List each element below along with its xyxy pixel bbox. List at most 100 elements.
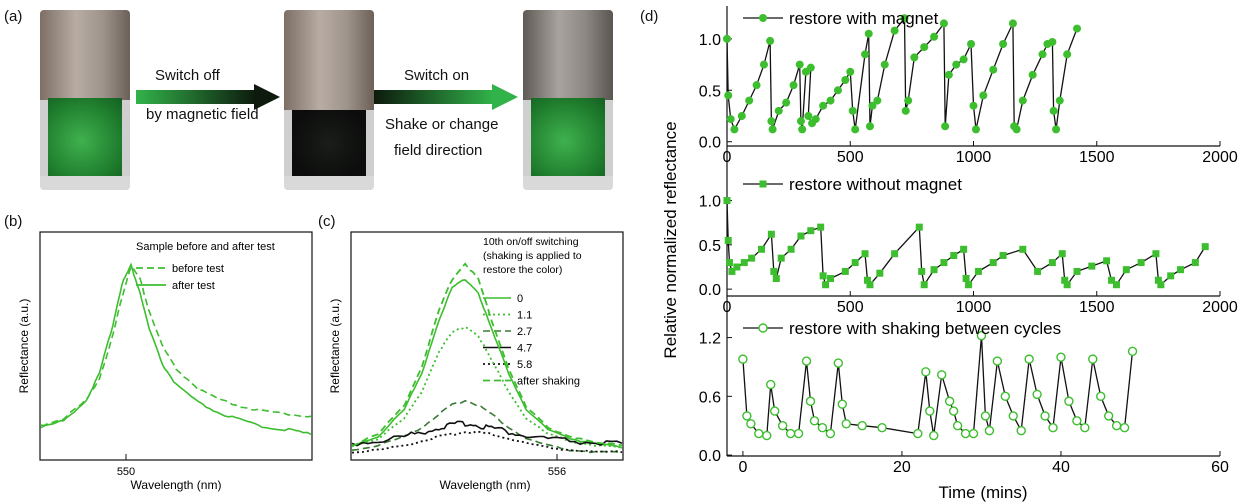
d-bot-point-7 <box>777 421 788 431</box>
d-top-point-60 <box>1048 37 1057 46</box>
d-top-point-14 <box>795 60 804 69</box>
d-mid-point-50 <box>1137 259 1145 267</box>
chart-c-xlabel: Wavelength (nm) <box>440 478 531 492</box>
d-bot-point-49 <box>1119 422 1130 433</box>
d-bot-point-12 <box>809 416 820 426</box>
chart-c-legend-3: 4.7 <box>517 343 532 355</box>
d-top-point-58 <box>1038 50 1047 59</box>
chart-b-frame <box>39 231 313 461</box>
d-mid-point-53 <box>1157 281 1165 289</box>
d-top-point-35 <box>890 26 899 35</box>
d-bot-point-9 <box>793 428 804 439</box>
d-top-point-38 <box>904 96 913 105</box>
d-top-point-23 <box>826 96 835 105</box>
d-mid-point-23 <box>866 281 874 289</box>
d-top-point-47 <box>967 40 976 48</box>
d-mid-series-line <box>726 200 1206 287</box>
d-top-point-43 <box>941 122 950 131</box>
d-bot-point-10 <box>801 356 812 366</box>
d-mid-point-48 <box>1112 281 1120 289</box>
chart-b-legend-title: Sample before and after test <box>136 241 275 253</box>
cuvette-photo-green-restored <box>523 10 613 190</box>
d-mid-xtick-4: 2000 <box>1202 299 1238 316</box>
d-mid-point-44 <box>1073 267 1081 275</box>
d-top-point-61 <box>1049 106 1058 115</box>
d-top-point-21 <box>811 115 820 124</box>
d-mid-point-30 <box>940 259 948 267</box>
arrow1-label-line1: Switch off <box>155 67 220 84</box>
d-bot-point-21 <box>921 367 931 377</box>
d-mid-point-8 <box>767 230 775 238</box>
d-top-point-44 <box>944 70 953 79</box>
chart-c-series-1 <box>351 325 623 449</box>
d-mid-point-57 <box>1201 243 1209 251</box>
arrow2-label-line2: Shake or change <box>385 116 499 133</box>
d-top-point-27 <box>848 106 857 115</box>
d-bot-point-32 <box>984 425 995 436</box>
d-mid-point-33 <box>962 275 970 283</box>
d-mid-point-47 <box>1108 276 1116 284</box>
d-bot-point-24 <box>936 370 947 380</box>
d-mid-point-37 <box>999 251 1007 259</box>
panel-label-d: (d) <box>640 8 659 25</box>
d-mid-point-6 <box>748 254 756 262</box>
d-top-xtick-3: 1500 <box>1079 149 1115 166</box>
arrow1-label-line2: by magnetic field <box>146 106 259 123</box>
d-top-point-56 <box>1018 96 1027 105</box>
d-mid-point-40 <box>1048 259 1056 267</box>
chart-d: Relative normalized reflectance Time (mi… <box>661 6 1238 502</box>
panel-label-b: (b) <box>4 213 23 230</box>
d-top-point-33 <box>873 96 882 105</box>
d-top-legend-label: restore with magnet <box>789 9 939 28</box>
d-bot-point-35 <box>1008 411 1018 421</box>
d-top-point-31 <box>865 122 874 131</box>
d-bot-point-5 <box>766 379 776 390</box>
chart-c-legend-2: 2.7 <box>517 326 532 338</box>
d-top-point-10 <box>768 125 777 134</box>
chart-b-xtick-label: 550 <box>117 466 135 478</box>
d-bot-point-0 <box>738 354 748 364</box>
d-top-point-55 <box>1012 125 1021 134</box>
d-top-point-0 <box>723 34 731 43</box>
d-mid-point-54 <box>1167 272 1175 280</box>
d-mid-legend-label: restore without magnet <box>789 175 962 194</box>
d-bot-point-47 <box>1103 411 1114 421</box>
chart-c-series-0 <box>351 279 623 449</box>
d-bot-point-6 <box>770 406 780 416</box>
d-top-point-49 <box>971 125 980 134</box>
d-mid-point-31 <box>950 251 958 259</box>
d-bot-point-22 <box>925 406 935 416</box>
d-bot-ytick-1: 0.6 <box>699 389 721 406</box>
d-bot-point-16 <box>837 399 847 409</box>
chart-c-ylabel: Reflectance (a.u.) <box>328 299 342 394</box>
d-top-point-32 <box>868 101 877 110</box>
d-top-point-57 <box>1028 70 1037 79</box>
d-bot-point-46 <box>1096 391 1106 402</box>
chart-c-xtick-label: 556 <box>548 466 566 478</box>
d-top-point-64 <box>1063 50 1072 59</box>
chart-c-legend-title-1: (shaking is applied to <box>483 250 582 262</box>
d-mid-point-22 <box>864 276 872 284</box>
d-mid-point-13 <box>797 232 805 240</box>
d-top-point-37 <box>901 106 910 115</box>
chart-b-series-0 <box>40 264 312 427</box>
d-bot-point-33 <box>992 356 1003 366</box>
d-top-point-16 <box>798 125 807 134</box>
d-mid-point-42 <box>1061 276 1069 284</box>
d-top-point-13 <box>789 81 798 90</box>
d-top-point-53 <box>1008 19 1017 28</box>
d-mid-point-49 <box>1122 266 1130 274</box>
d-mid-point-34 <box>965 281 973 289</box>
d-mid-point-4 <box>733 263 741 271</box>
d-bot-point-18 <box>857 421 867 431</box>
d-bot-point-44 <box>1080 422 1090 433</box>
d-top-point-45 <box>952 60 961 69</box>
d-top-xtick-4: 2000 <box>1202 149 1238 166</box>
d-top-point-8 <box>766 36 775 45</box>
d-mid-point-32 <box>960 245 968 253</box>
d-top-point-42 <box>939 19 948 28</box>
d-bot-point-11 <box>805 396 816 406</box>
d-bot-point-4 <box>762 430 772 441</box>
d-top-point-28 <box>851 125 860 134</box>
chart-c-series-5 <box>351 262 623 447</box>
